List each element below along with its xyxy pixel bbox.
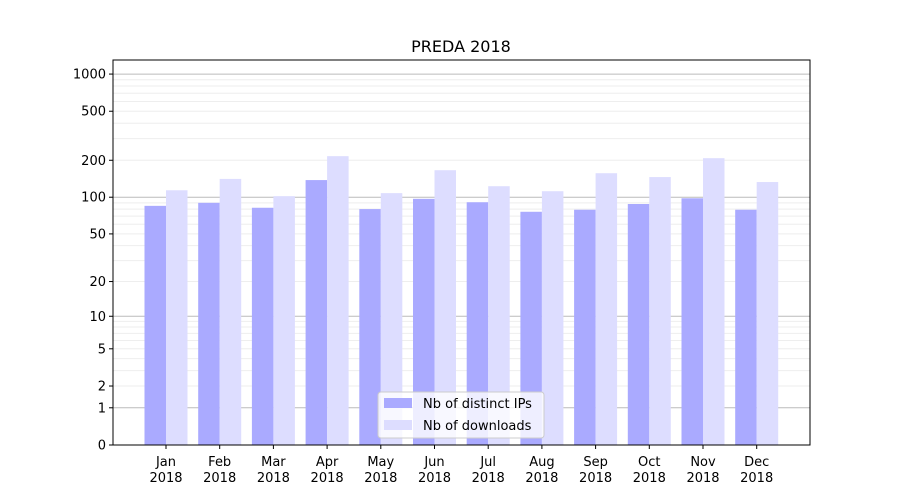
- y-tick-label: 50: [89, 227, 106, 242]
- x-tick-label: Nov 2018: [686, 455, 719, 486]
- y-tick-label: 1: [98, 401, 106, 416]
- bar-distinct-ips: [681, 198, 703, 445]
- x-tick-label: Feb 2018: [203, 455, 236, 486]
- bar-downloads: [703, 158, 725, 445]
- plot-frame: [112, 59, 811, 446]
- bar-distinct-ips: [251, 207, 274, 445]
- y-tick-label: 10: [89, 310, 106, 325]
- bar-downloads: [327, 156, 349, 446]
- bar-distinct-ips: [466, 202, 489, 445]
- legend-label-ips: Nb of distinct IPs: [423, 397, 532, 412]
- x-tick-label: Aug 2018: [525, 455, 558, 486]
- legend-swatch-ips: [384, 398, 412, 408]
- x-tick-label: Apr 2018: [311, 455, 344, 486]
- y-tick-label: 5: [98, 342, 106, 357]
- bar-distinct-ips: [413, 198, 435, 445]
- bar-downloads: [595, 173, 618, 445]
- bar-distinct-ips: [144, 205, 166, 445]
- x-tick-label: Mar 2018: [257, 455, 290, 486]
- bar-downloads: [649, 177, 671, 446]
- bar-downloads: [219, 178, 242, 445]
- legend-label-downloads: Nb of downloads: [423, 419, 532, 434]
- bar-downloads: [541, 191, 564, 445]
- bars: [144, 156, 779, 446]
- bar-distinct-ips: [198, 202, 220, 445]
- x-axis: Jan 2018 Feb 2018 Mar 2018 Apr 2018 May 2018 Jun 20…: [149, 445, 773, 486]
- chart-title: PREDA 2018: [411, 37, 511, 56]
- bar-distinct-ips: [627, 204, 650, 445]
- bar-downloads: [380, 193, 403, 445]
- x-tick-label: Sep 2018: [579, 455, 612, 486]
- bar-downloads: [756, 182, 779, 445]
- bar-downloads: [166, 190, 188, 445]
- bar-distinct-ips: [359, 209, 381, 445]
- y-axis: 0 1 2 5 10 20 50 100 200 500 1000: [73, 68, 113, 454]
- y-tick-label: 200: [81, 154, 106, 169]
- bar-distinct-ips: [520, 211, 542, 445]
- y-tick-label: 2: [98, 380, 106, 395]
- x-tick-label: Dec 2018: [740, 455, 773, 486]
- legend-box: [377, 391, 545, 439]
- y-tick-label: 100: [81, 191, 106, 206]
- bar-downloads: [488, 186, 510, 445]
- bar-distinct-ips: [574, 209, 596, 445]
- x-tick-label: Jan 2018: [149, 455, 182, 486]
- x-tick-label: Jun 2018: [418, 455, 451, 486]
- bar-downloads: [273, 196, 295, 445]
- y-tick-label: 500: [81, 105, 106, 120]
- x-tick-label: May 2018: [364, 455, 397, 486]
- y-tick-label: 1000: [73, 68, 106, 83]
- bar-distinct-ips: [305, 180, 328, 445]
- bar-downloads: [434, 170, 456, 445]
- x-tick-label: Jul 2018: [472, 455, 505, 486]
- y-tick-label: 20: [89, 275, 106, 290]
- bar-distinct-ips: [735, 209, 757, 445]
- x-tick-label: Oct 2018: [633, 455, 666, 486]
- legend: Nb of distinct IPs Nb of downloads: [377, 391, 545, 439]
- legend-swatch-downloads: [384, 420, 412, 430]
- y-tick-label: 0: [98, 439, 106, 454]
